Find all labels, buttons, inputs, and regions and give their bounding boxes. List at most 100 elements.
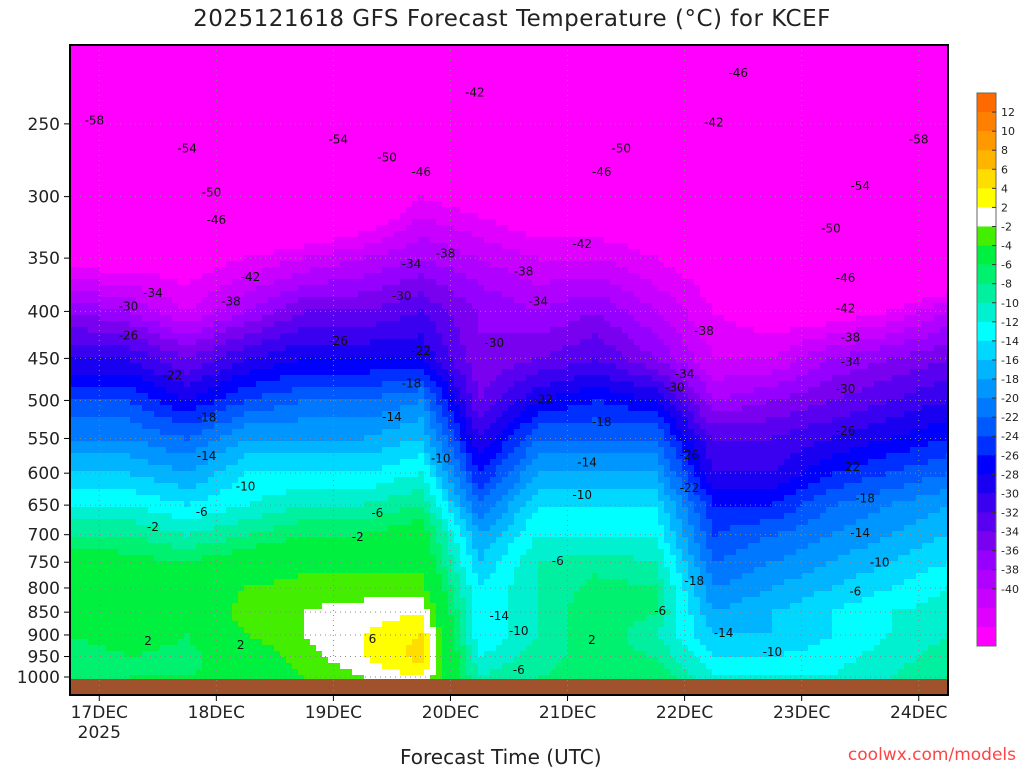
heatmap-cell xyxy=(724,99,731,106)
heatmap-cell xyxy=(466,177,473,184)
heatmap-cell xyxy=(544,153,551,160)
heatmap-cell xyxy=(190,117,197,124)
heatmap-cell xyxy=(754,147,761,154)
heatmap-cell xyxy=(910,231,917,238)
heatmap-cell xyxy=(268,117,275,124)
heatmap-cell xyxy=(172,99,179,106)
heatmap-cell xyxy=(286,201,293,208)
heatmap-cell xyxy=(124,81,131,88)
heatmap-cell xyxy=(928,159,935,166)
heatmap-cell xyxy=(736,183,743,190)
heatmap-cell xyxy=(196,99,203,106)
heatmap-cell xyxy=(598,129,605,136)
heatmap-cell xyxy=(880,177,887,184)
heatmap-cell xyxy=(790,165,797,172)
heatmap-cell xyxy=(880,219,887,226)
heatmap-cell xyxy=(418,147,425,154)
heatmap-cell xyxy=(604,201,611,208)
heatmap-cell xyxy=(76,99,83,106)
heatmap-cell xyxy=(526,63,533,70)
heatmap-cell xyxy=(538,105,545,112)
heatmap-cell xyxy=(898,201,905,208)
heatmap-cell xyxy=(202,189,209,196)
heatmap-cell xyxy=(274,177,281,184)
heatmap-cell xyxy=(460,45,467,52)
heatmap-cell xyxy=(676,153,683,160)
heatmap-cell xyxy=(472,111,479,118)
heatmap-cell xyxy=(490,207,497,214)
heatmap-cell xyxy=(604,165,611,172)
heatmap-cell xyxy=(250,93,257,100)
heatmap-cell xyxy=(796,69,803,76)
heatmap-cell xyxy=(814,75,821,82)
heatmap-cell xyxy=(442,45,449,52)
heatmap-cell xyxy=(496,111,503,118)
heatmap-cell xyxy=(340,147,347,154)
heatmap-cell xyxy=(430,165,437,172)
heatmap-cell xyxy=(778,57,785,64)
heatmap-cell xyxy=(562,135,569,142)
heatmap-cell xyxy=(202,81,209,88)
heatmap-cell xyxy=(178,111,185,118)
heatmap-cell xyxy=(658,93,665,100)
heatmap-cell xyxy=(142,219,149,226)
heatmap-cell xyxy=(844,231,851,238)
heatmap-cell xyxy=(898,111,905,118)
heatmap-cell xyxy=(490,93,497,100)
heatmap-cell xyxy=(604,123,611,130)
heatmap-cell xyxy=(106,183,113,190)
heatmap-cell xyxy=(736,225,743,232)
heatmap-cell xyxy=(772,135,779,142)
heatmap-cell xyxy=(550,63,557,70)
heatmap-cell xyxy=(910,201,917,208)
heatmap-cell xyxy=(322,165,329,172)
heatmap-cell xyxy=(538,57,545,64)
heatmap-cell xyxy=(430,159,437,166)
heatmap-cell xyxy=(238,225,245,232)
heatmap-cell xyxy=(886,51,893,58)
heatmap-cell xyxy=(274,57,281,64)
heatmap-cell xyxy=(796,99,803,106)
heatmap-cell xyxy=(280,69,287,76)
heatmap-cell xyxy=(850,195,857,202)
heatmap-cell xyxy=(148,189,155,196)
heatmap-cell xyxy=(280,243,287,250)
heatmap-cell xyxy=(340,153,347,160)
heatmap-cell xyxy=(76,207,83,214)
heatmap-cell xyxy=(640,135,647,142)
heatmap-cell xyxy=(118,75,125,82)
heatmap-cell xyxy=(700,159,707,166)
heatmap-cell xyxy=(190,57,197,64)
heatmap-cell xyxy=(748,153,755,160)
heatmap-cell xyxy=(622,75,629,82)
heatmap-cell xyxy=(670,111,677,118)
heatmap-cell xyxy=(628,105,635,112)
heatmap-cell xyxy=(694,135,701,142)
heatmap-cell xyxy=(814,213,821,220)
heatmap-cell xyxy=(802,231,809,238)
heatmap-cell xyxy=(592,201,599,208)
heatmap-cell xyxy=(670,63,677,70)
heatmap-cell xyxy=(82,81,89,88)
heatmap-cell xyxy=(634,213,641,220)
heatmap-cell xyxy=(928,231,935,238)
heatmap-cell xyxy=(922,129,929,136)
heatmap-cell xyxy=(340,171,347,178)
heatmap-cell xyxy=(364,207,371,214)
heatmap-cell xyxy=(526,177,533,184)
heatmap-cell xyxy=(172,201,179,208)
heatmap-cell xyxy=(580,117,587,124)
heatmap-cell xyxy=(202,111,209,118)
heatmap-cell xyxy=(316,195,323,202)
heatmap-cell xyxy=(652,165,659,172)
heatmap-cell xyxy=(292,195,299,202)
heatmap-cell xyxy=(622,243,629,250)
heatmap-cell xyxy=(394,195,401,202)
heatmap-cell xyxy=(238,81,245,88)
heatmap-cell xyxy=(298,57,305,64)
heatmap-cell xyxy=(748,51,755,58)
heatmap-cell xyxy=(580,159,587,166)
heatmap-cell xyxy=(496,243,503,250)
heatmap-cell xyxy=(676,141,683,148)
heatmap-cell xyxy=(634,45,641,52)
